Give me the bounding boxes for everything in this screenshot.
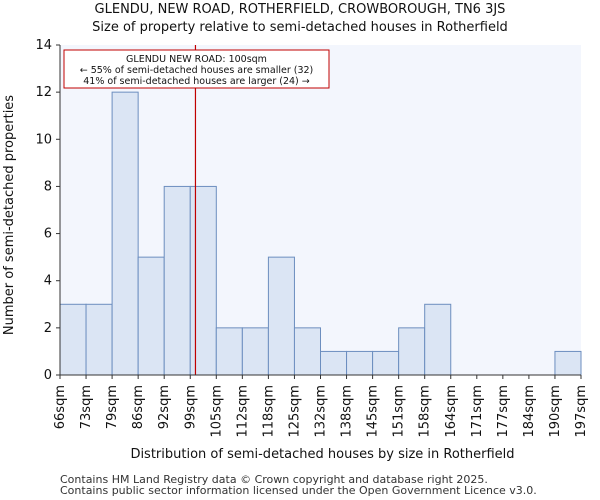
histogram-bar (267, 256, 295, 376)
x-tick-label: 151sqm (392, 385, 407, 438)
y-tick-label: 8 (44, 179, 52, 194)
histogram-bar (163, 185, 191, 376)
chart-subtitle: Size of property relative to semi-detach… (92, 20, 508, 35)
x-tick-label: 125sqm (287, 385, 302, 438)
histogram-bar (111, 91, 139, 376)
x-tick-label: 164sqm (444, 385, 459, 438)
y-tick-label: 6 (44, 227, 52, 242)
histogram-bar (398, 327, 426, 376)
x-tick-label: 112sqm (235, 385, 250, 438)
y-tick-label: 4 (44, 274, 52, 289)
histogram-bar (59, 303, 87, 376)
histogram-bar (554, 350, 582, 376)
x-tick-label: 66sqm (53, 385, 68, 429)
x-tick-label: 177sqm (496, 385, 511, 438)
annotation-line: GLENDU NEW ROAD: 100sqm (126, 54, 267, 65)
histogram-bar (293, 327, 322, 376)
histogram-bar (215, 327, 243, 376)
histogram-bar (424, 303, 452, 376)
x-tick-label: 171sqm (470, 385, 485, 438)
annotation-line: ← 55% of semi-detached houses are smalle… (80, 65, 314, 76)
x-tick-label: 79sqm (105, 385, 120, 429)
histogram-bar (241, 327, 269, 376)
y-tick-label: 10 (35, 132, 52, 147)
footer-line-1: Contains HM Land Registry data © Crown c… (60, 473, 488, 486)
x-tick-label: 99sqm (183, 385, 198, 429)
x-tick-label: 132sqm (314, 385, 329, 438)
annotation-box (63, 49, 330, 89)
x-tick-label: 92sqm (157, 385, 172, 429)
histogram-bar (189, 185, 217, 376)
y-axis-label: Number of semi-detached properties (2, 95, 17, 335)
x-tick-label: 73sqm (79, 385, 94, 429)
x-axis-label: Distribution of semi-detached houses by … (130, 447, 514, 462)
histogram-bar (85, 303, 113, 376)
histogram-bar (372, 350, 400, 376)
y-tick-label: 0 (44, 368, 52, 383)
chart-title: GLENDU, NEW ROAD, ROTHERFIELD, CROWBOROU… (94, 2, 506, 17)
y-tick-label: 12 (35, 85, 52, 100)
x-tick-label: 105sqm (209, 385, 224, 438)
x-tick-label: 86sqm (131, 385, 146, 429)
x-tick-label: 158sqm (418, 385, 433, 438)
x-tick-label: 138sqm (340, 385, 355, 438)
footer-line-2: Contains public sector information licen… (60, 484, 537, 497)
x-tick-label: 190sqm (548, 385, 563, 438)
x-tick-label: 197sqm (574, 385, 589, 438)
histogram-bar (320, 350, 348, 376)
x-tick-label: 118sqm (261, 385, 276, 438)
y-tick-label: 2 (44, 321, 52, 336)
histogram-bar (137, 256, 165, 376)
histogram-bar (346, 350, 374, 376)
y-tick-label: 14 (35, 38, 52, 53)
x-tick-label: 145sqm (366, 385, 381, 438)
annotation-line: 41% of semi-detached houses are larger (… (83, 76, 310, 87)
x-tick-label: 184sqm (522, 385, 537, 438)
